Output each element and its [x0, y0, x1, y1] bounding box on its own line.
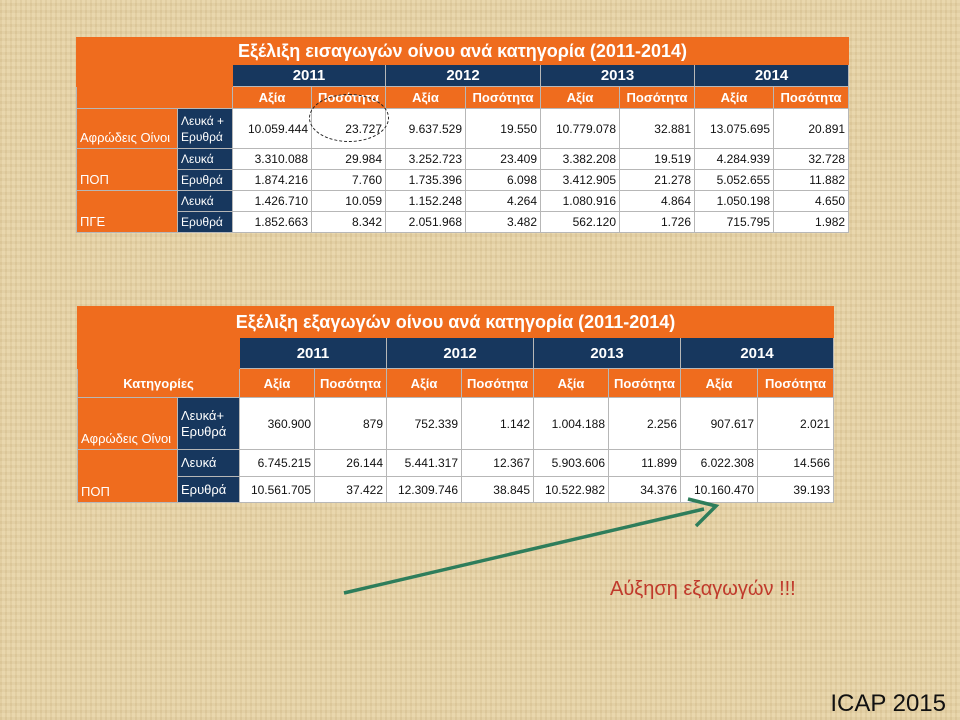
category-label: ΠΓΕ — [76, 190, 178, 233]
qty-cell: 19.519 — [619, 148, 695, 170]
exports-year-2012: 2012 — [386, 337, 534, 369]
imports-year-2014: 2014 — [693, 64, 850, 87]
increase-caption: Αύξηση εξαγωγών !!! — [610, 578, 796, 600]
col-header-value: Αξία — [386, 368, 462, 398]
value-cell: 13.075.695 — [694, 108, 774, 149]
col-header-qty: Ποσότητα — [619, 86, 695, 109]
exports-table: Εξέλιξη εξαγωγών οίνου ανά κατηγορία (20… — [76, 306, 835, 503]
qty-cell: 29.984 — [311, 148, 386, 170]
qty-cell: 4.650 — [772, 190, 850, 212]
qty-cell: 879 — [314, 397, 387, 450]
value-cell: 360.900 — [239, 397, 315, 450]
qty-cell: 2.021 — [756, 397, 835, 450]
value-cell: 5.441.317 — [386, 449, 462, 477]
qty-cell: 21.278 — [619, 169, 695, 191]
subcategory-label: Λευκά — [177, 190, 233, 212]
value-cell: 1.050.198 — [694, 190, 774, 212]
table-row: Αφρώδεις Οίνοι Λευκά+ Ερυθρά 360.900 879… — [77, 397, 835, 450]
qty-cell: 3.482 — [465, 211, 541, 233]
qty-cell: 4.864 — [619, 190, 695, 212]
value-cell: 10.779.078 — [540, 108, 620, 149]
imports-title: Εξέλιξη εισαγωγών οίνου ανά κατηγορία (2… — [75, 37, 850, 65]
col-header-qty: Ποσότητα — [608, 368, 681, 398]
qty-cell: 8.342 — [311, 211, 386, 233]
value-cell: 1.152.248 — [385, 190, 466, 212]
exports-year-2014: 2014 — [679, 337, 835, 369]
qty-cell: 14.566 — [756, 449, 835, 477]
value-cell: 4.284.939 — [694, 148, 774, 170]
col-header-value: Αξία — [680, 368, 758, 398]
value-cell: 1.080.916 — [540, 190, 620, 212]
col-header-value: Αξία — [239, 368, 315, 398]
value-cell: 9.637.529 — [385, 108, 466, 149]
value-cell: 6.022.308 — [680, 449, 758, 477]
qty-cell: 11.882 — [772, 169, 850, 191]
subcategory-label: Ερυθρά — [177, 476, 240, 503]
value-cell: 3.382.208 — [540, 148, 620, 170]
value-cell: 1.004.188 — [533, 397, 609, 450]
imports-table: Εξέλιξη εισαγωγών οίνου ανά κατηγορία (2… — [75, 37, 850, 233]
value-cell: 10.522.982 — [533, 476, 609, 503]
qty-cell: 23.409 — [465, 148, 541, 170]
value-cell: 5.052.655 — [694, 169, 774, 191]
qty-cell: 10.059 — [311, 190, 386, 212]
subcategory-label: Λευκά + Ερυθρά — [177, 108, 233, 149]
col-header-qty: Ποσότητα — [772, 86, 850, 109]
category-label: Αφρώδεις Οίνοι — [76, 108, 178, 149]
highlight-circle — [309, 94, 389, 142]
subcategory-label: Λευκά+ Ερυθρά — [177, 397, 240, 450]
categories-header: Κατηγορίες — [77, 368, 240, 398]
value-cell: 2.051.968 — [385, 211, 466, 233]
qty-cell: 37.422 — [314, 476, 387, 503]
col-header-qty: Ποσότητα — [465, 86, 541, 109]
qty-cell: 1.142 — [461, 397, 534, 450]
imports-year-2012: 2012 — [385, 64, 541, 87]
qty-cell: 19.550 — [465, 108, 541, 149]
subcategory-label: Ερυθρά — [177, 169, 233, 191]
value-cell: 3.310.088 — [232, 148, 312, 170]
qty-cell: 26.144 — [314, 449, 387, 477]
col-header-qty: Ποσότητα — [314, 368, 387, 398]
col-header-value: Αξία — [533, 368, 609, 398]
value-cell: 562.120 — [540, 211, 620, 233]
qty-cell: 39.193 — [756, 476, 835, 503]
value-cell: 12.309.746 — [386, 476, 462, 503]
table-row: Ερυθρά 10.561.705 37.422 12.309.746 38.8… — [78, 476, 835, 503]
value-cell: 3.252.723 — [385, 148, 466, 170]
value-cell: 715.795 — [694, 211, 774, 233]
qty-cell: 38.845 — [461, 476, 534, 503]
qty-cell: 1.726 — [619, 211, 695, 233]
value-cell: 3.412.905 — [540, 169, 620, 191]
col-header-value: Αξία — [385, 86, 466, 109]
category-label: Αφρώδεις Οίνοι — [77, 397, 178, 450]
subcategory-label: Λευκά — [177, 449, 240, 477]
qty-cell: 32.881 — [619, 108, 695, 149]
table-row: ΠΓΕ Λευκά 1.426.710 10.059 1.152.248 4.2… — [76, 190, 850, 233]
value-cell: 1.426.710 — [232, 190, 312, 212]
value-cell: 10.561.705 — [239, 476, 315, 503]
table-row: Ερυθρά 1.852.663 8.342 2.051.968 3.482 5… — [77, 211, 850, 233]
footer-label: ICAP 2015 — [830, 690, 946, 717]
value-cell: 752.339 — [386, 397, 462, 450]
exports-year-2013: 2013 — [533, 337, 681, 369]
subcategory-label: Ερυθρά — [177, 211, 233, 233]
value-cell: 10.059.444 — [232, 108, 312, 149]
category-label: ΠΟΠ — [77, 449, 178, 503]
col-header-value: Αξία — [540, 86, 620, 109]
table-row: ΠΟΠ Λευκά 6.745.215 26.144 5.441.317 12.… — [77, 449, 835, 503]
exports-title: Εξέλιξη εξαγωγών οίνου ανά κατηγορία (20… — [76, 306, 835, 338]
value-cell: 907.617 — [680, 397, 758, 450]
value-cell: 6.745.215 — [239, 449, 315, 477]
qty-cell: 32.728 — [772, 148, 850, 170]
qty-cell: 1.982 — [772, 211, 850, 233]
imports-year-2011: 2011 — [232, 64, 386, 87]
qty-cell: 2.256 — [608, 397, 681, 450]
qty-cell: 20.891 — [772, 108, 850, 149]
col-header-qty: Ποσότητα — [756, 368, 835, 398]
value-cell: 10.160.470 — [680, 476, 758, 503]
col-header-value: Αξία — [232, 86, 312, 109]
